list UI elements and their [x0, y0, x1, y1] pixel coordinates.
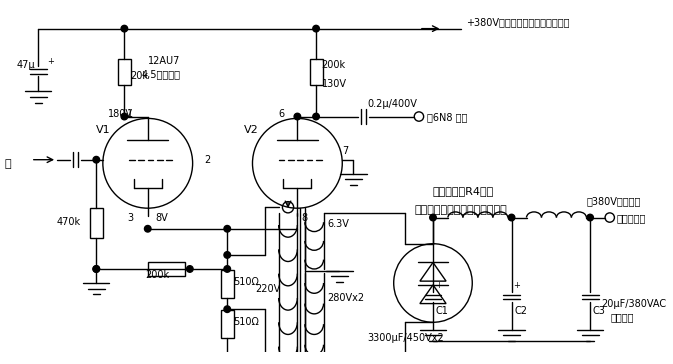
Text: +: +: [435, 281, 441, 290]
Bar: [148, 262, 185, 276]
Text: 47μ: 47μ: [17, 60, 36, 70]
Text: 油浸电容: 油浸电容: [610, 312, 634, 323]
Text: 2: 2: [204, 155, 210, 166]
Circle shape: [145, 225, 151, 232]
Text: C2: C2: [514, 306, 528, 316]
Circle shape: [313, 25, 320, 32]
Text: 6: 6: [279, 108, 285, 119]
Text: 取消原来的R4接地: 取消原来的R4接地: [433, 186, 494, 196]
Text: 接6N8 栅极: 接6N8 栅极: [427, 112, 468, 122]
Text: 3: 3: [127, 213, 133, 223]
Text: 510Ω: 510Ω: [233, 317, 258, 327]
Circle shape: [430, 214, 436, 221]
Circle shape: [93, 266, 100, 272]
Text: 3300μF/450Vx2: 3300μF/450Vx2: [367, 333, 444, 343]
Bar: [310, 59, 322, 85]
Text: 180V: 180V: [108, 108, 133, 119]
Text: 470k: 470k: [57, 217, 81, 227]
Text: 0.2μ/400V: 0.2μ/400V: [367, 99, 417, 109]
Text: 7: 7: [343, 146, 349, 156]
Text: （该电阻接入栅极会增加噪音）: （该电阻接入栅极会增加噪音）: [415, 205, 507, 215]
Text: +380V（经过滤波后的直流电压）: +380V（经过滤波后的直流电压）: [466, 17, 569, 27]
Text: 1: 1: [127, 108, 133, 119]
Circle shape: [224, 252, 231, 258]
Text: V1: V1: [96, 125, 111, 135]
Bar: [118, 59, 131, 85]
Circle shape: [186, 266, 193, 272]
Bar: [221, 270, 234, 298]
Circle shape: [93, 266, 100, 272]
Text: 20μF/380VAC: 20μF/380VAC: [602, 299, 666, 309]
Text: 8: 8: [301, 213, 308, 223]
Circle shape: [508, 214, 515, 221]
Text: 280Vx2: 280Vx2: [327, 293, 364, 303]
Circle shape: [313, 113, 320, 120]
Text: 220V: 220V: [255, 284, 281, 294]
Text: 8V: 8V: [155, 213, 168, 223]
Text: 12AU7: 12AU7: [148, 56, 180, 66]
Text: 130V: 130V: [322, 79, 347, 88]
Circle shape: [93, 157, 100, 163]
Bar: [90, 208, 103, 238]
Text: 源: 源: [5, 159, 11, 169]
Text: 200k: 200k: [145, 270, 169, 280]
Circle shape: [294, 113, 301, 120]
Bar: [221, 310, 234, 338]
Text: +: +: [46, 57, 54, 66]
Text: 6.3V: 6.3V: [327, 219, 349, 229]
Text: 20k: 20k: [130, 71, 148, 81]
Text: 200k: 200k: [322, 60, 346, 70]
Text: C3: C3: [593, 306, 606, 316]
Text: C1: C1: [436, 306, 449, 316]
Text: V2: V2: [244, 125, 259, 135]
Text: 约380V直流电压: 约380V直流电压: [586, 197, 641, 206]
Circle shape: [224, 266, 231, 272]
Circle shape: [121, 113, 128, 120]
Text: 510Ω: 510Ω: [233, 277, 258, 287]
Text: 4,5脚为灯丝: 4,5脚为灯丝: [141, 69, 180, 79]
Text: +: +: [513, 281, 520, 290]
Circle shape: [121, 25, 128, 32]
Circle shape: [224, 225, 231, 232]
Circle shape: [587, 214, 594, 221]
Circle shape: [224, 306, 231, 312]
Text: 接差分电路: 接差分电路: [616, 213, 645, 223]
